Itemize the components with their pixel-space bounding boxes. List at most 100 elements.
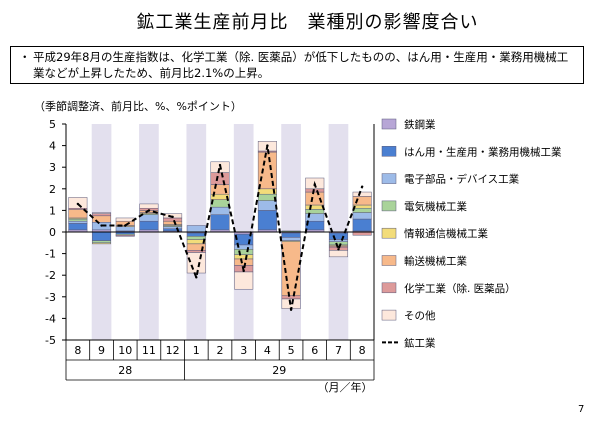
y-tick-label: 4 xyxy=(49,140,56,153)
bar-segment xyxy=(305,204,325,210)
legend-swatch xyxy=(381,200,397,212)
legend-label: 輸送機械工業 xyxy=(404,255,467,268)
x-tick-label: 4 xyxy=(264,344,271,357)
x-tick-label: 12 xyxy=(166,344,180,357)
total-line-point xyxy=(289,308,293,311)
bar-segment xyxy=(139,214,159,222)
legend-swatch xyxy=(381,255,397,266)
x-unit-label: （月／年） xyxy=(318,380,373,394)
bar-segment xyxy=(281,237,301,241)
legend-label: はん用・生産用・業務用機械工業 xyxy=(404,145,562,158)
bar-segment xyxy=(210,172,230,185)
bar-segment xyxy=(210,214,230,231)
total-line-point xyxy=(100,224,103,227)
legend-label: 電気機械工業 xyxy=(404,200,467,213)
x-tick-label: 8 xyxy=(359,344,366,357)
total-line-point xyxy=(195,276,198,279)
bar-segment xyxy=(328,239,348,242)
bar-segment xyxy=(139,220,159,231)
y-tick-label: 2 xyxy=(49,183,56,196)
x-tick-label: 2 xyxy=(217,344,224,357)
summary-bullet: ・ xyxy=(19,50,31,64)
x-tick-label: 6 xyxy=(311,344,318,357)
legend-label: 情報通信機械工業 xyxy=(404,227,488,240)
total-line-point xyxy=(218,163,222,167)
total-line-point xyxy=(124,224,127,227)
bar-segment xyxy=(186,236,206,240)
y-tick-label: -5 xyxy=(45,334,56,347)
summary-text: 平成29年8月の生産指数は、化学工業（除. 医薬品）が低下したものの、はん用・生… xyxy=(33,50,569,80)
page-title: 鉱工業生産前月比 業種別の影響度合い xyxy=(136,12,479,33)
total-line-point xyxy=(266,144,269,147)
bar-segment xyxy=(186,232,206,237)
total-line-point xyxy=(76,202,80,206)
bar-segment xyxy=(186,252,206,274)
x-tick-label: 8 xyxy=(74,344,81,357)
y-tick-label: -2 xyxy=(45,269,56,282)
legend-label: 鉄鋼業 xyxy=(404,118,436,131)
legend-label: その他 xyxy=(404,309,436,322)
y-tick-label: -4 xyxy=(45,312,56,325)
bar-segment xyxy=(92,231,112,241)
legend-swatch xyxy=(381,227,397,239)
total-line-point xyxy=(171,215,174,219)
bar-segment xyxy=(163,226,183,230)
bar-segment xyxy=(92,212,112,214)
bar-segment xyxy=(305,209,325,214)
bar-segment xyxy=(257,193,277,201)
bar-segment xyxy=(305,188,325,193)
bar-segment xyxy=(92,213,112,217)
page-number: 7 xyxy=(578,404,585,415)
bar-segment xyxy=(115,234,135,237)
bar-segment xyxy=(210,206,230,215)
x-tick-label: 1 xyxy=(193,344,200,357)
bar-segment xyxy=(68,223,88,231)
bar-segment xyxy=(257,210,277,231)
y-tick-label: -3 xyxy=(45,291,56,304)
bar-segment xyxy=(234,254,254,260)
legend-swatch xyxy=(381,146,397,157)
x-tick-label: 10 xyxy=(118,344,132,357)
y-tick-label: 1 xyxy=(49,204,56,217)
legend-swatch xyxy=(381,173,397,184)
total-line-point xyxy=(337,248,340,251)
bar-segment xyxy=(186,225,206,233)
x-tick-label: 3 xyxy=(240,344,247,357)
summary-box: ・ 平成29年8月の生産指数は、化学工業（除. 医薬品）が低下したものの、はん用… xyxy=(10,46,584,84)
bar-segment xyxy=(234,249,254,255)
legend-label: 電子部品・デバイス工業 xyxy=(404,173,520,186)
legend-swatch xyxy=(381,282,397,294)
bar-segment xyxy=(92,240,112,244)
bar-segment xyxy=(234,258,254,266)
total-line-point xyxy=(147,209,151,212)
bar-segment xyxy=(352,212,372,220)
bar-segment xyxy=(163,220,183,225)
y-tick-label: 0 xyxy=(49,226,56,239)
total-line-point xyxy=(313,183,316,186)
bar-segment xyxy=(92,215,112,223)
bar-segment xyxy=(328,241,348,246)
bar-segment xyxy=(115,226,135,232)
legend-swatch xyxy=(381,309,397,321)
bar-segment xyxy=(305,191,325,206)
bar-segment xyxy=(352,218,372,232)
bar-segment xyxy=(352,191,372,197)
bar-segment xyxy=(352,207,372,213)
bar-segment xyxy=(163,217,183,222)
x-tick-label: 11 xyxy=(142,344,156,357)
y-tick-label: -1 xyxy=(45,248,56,261)
legend-label: 鉱工業 xyxy=(404,336,436,349)
bar-segment xyxy=(352,196,372,206)
bar-segment xyxy=(257,200,277,211)
bar-segment xyxy=(68,218,88,222)
bar-segment xyxy=(163,228,183,232)
bar-segment xyxy=(68,220,88,224)
bar-segment xyxy=(281,295,301,300)
year-label: 28 xyxy=(118,364,132,377)
legend-swatch xyxy=(381,118,397,130)
bar-segment xyxy=(281,232,301,238)
y-tick-label: 5 xyxy=(49,118,56,131)
legend-label: 化学工業（除. 医薬品） xyxy=(404,282,516,295)
total-line-point xyxy=(242,269,245,273)
